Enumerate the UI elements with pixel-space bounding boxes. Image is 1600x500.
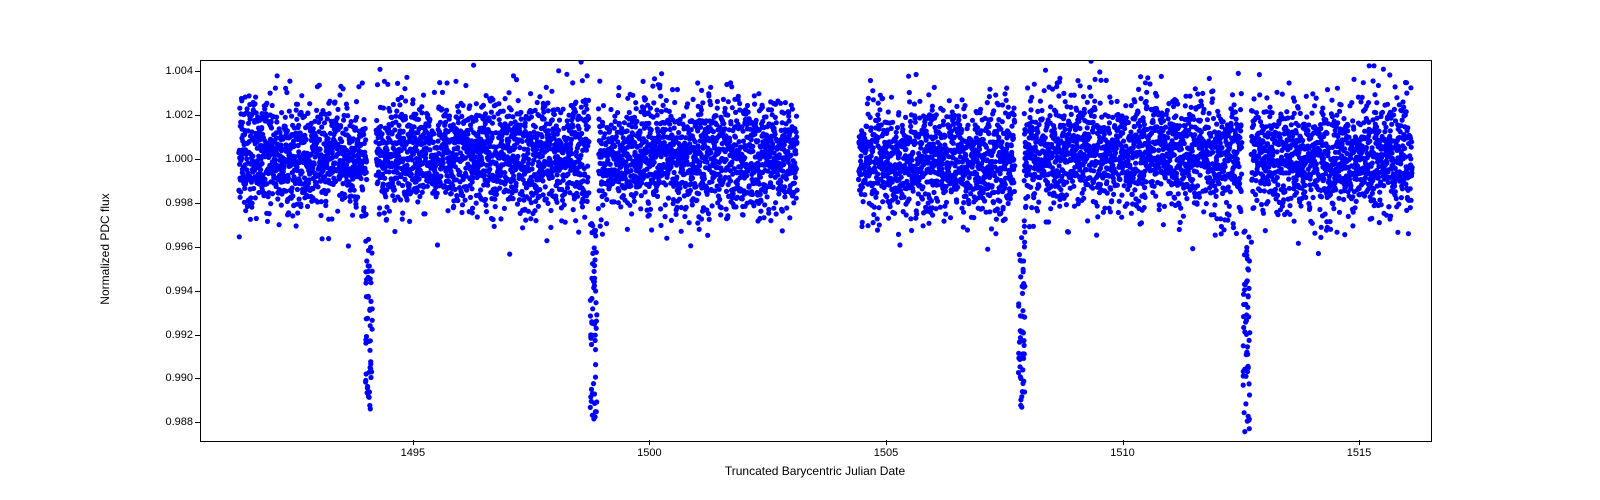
y-tick-mark xyxy=(195,203,200,204)
y-tick-mark xyxy=(195,378,200,379)
scatter-points xyxy=(201,61,1431,441)
x-tick-label: 1515 xyxy=(1347,447,1371,459)
y-tick-mark xyxy=(195,291,200,292)
y-tick-label: 1.002 xyxy=(145,109,193,121)
y-tick-mark xyxy=(195,159,200,160)
x-tick-label: 1500 xyxy=(637,447,661,459)
y-axis-label: Normalized PDC flux xyxy=(98,59,112,439)
lightcurve-chart: Truncated Barycentric Julian Date Normal… xyxy=(0,0,1600,500)
x-tick-mark xyxy=(1359,440,1360,445)
x-tick-mark xyxy=(413,440,414,445)
y-tick-mark xyxy=(195,335,200,336)
y-tick-label: 0.998 xyxy=(145,197,193,209)
y-tick-label: 0.994 xyxy=(145,285,193,297)
x-tick-label: 1510 xyxy=(1110,447,1134,459)
y-tick-mark xyxy=(195,71,200,72)
y-tick-label: 0.988 xyxy=(145,416,193,428)
y-tick-label: 0.996 xyxy=(145,241,193,253)
y-tick-label: 0.992 xyxy=(145,329,193,341)
x-tick-mark xyxy=(649,440,650,445)
y-tick-mark xyxy=(195,422,200,423)
y-tick-label: 1.004 xyxy=(145,65,193,77)
x-axis-label: Truncated Barycentric Julian Date xyxy=(200,464,1430,478)
y-tick-mark xyxy=(195,115,200,116)
x-tick-label: 1495 xyxy=(401,447,425,459)
x-tick-mark xyxy=(1123,440,1124,445)
plot-area xyxy=(200,60,1432,442)
x-tick-mark xyxy=(886,440,887,445)
y-tick-label: 0.990 xyxy=(145,372,193,384)
y-tick-label: 1.000 xyxy=(145,153,193,165)
x-tick-label: 1505 xyxy=(874,447,898,459)
y-tick-mark xyxy=(195,247,200,248)
